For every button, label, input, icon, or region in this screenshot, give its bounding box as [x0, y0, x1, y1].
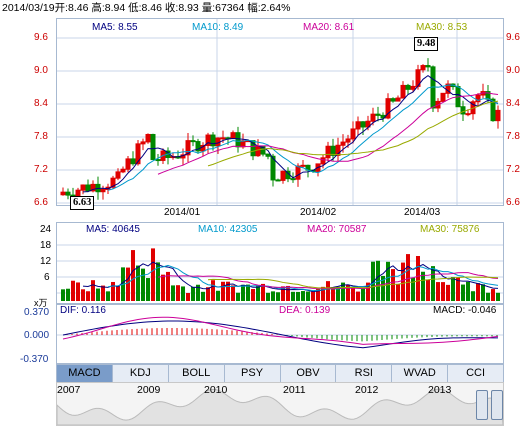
range-handle-left[interactable]	[476, 390, 488, 420]
volume-ma5-label: MA5: 40645	[86, 224, 140, 235]
date-label: 2014/03	[404, 207, 441, 218]
price-tick-left: 7.2	[34, 164, 48, 175]
volume-tick: 12	[40, 256, 52, 267]
overview-year: 2009	[137, 384, 161, 396]
price-tick-right: 8.4	[506, 98, 520, 109]
price-ma5-label: MA5: 8.55	[92, 22, 138, 33]
macd-dea-label: DEA: 0.139	[279, 305, 331, 316]
macd-tick: -0.370	[20, 354, 49, 365]
high-callout: 9.48	[414, 37, 439, 51]
price-tick-left: 6.6	[34, 197, 48, 208]
range-handle-right[interactable]	[491, 390, 503, 420]
date-label: 2014/02	[300, 207, 337, 218]
volume-ma20-label: MA20: 70587	[307, 224, 367, 235]
overview-year: 2012	[355, 384, 379, 396]
macd-tick: 0.370	[24, 307, 50, 318]
high-price: 8.94	[104, 2, 126, 14]
tab-wvad[interactable]: WVAD	[392, 365, 449, 382]
tab-macd[interactable]: MACD	[57, 365, 113, 382]
macd-chart[interactable]	[56, 304, 504, 364]
volume-tick: 18	[40, 240, 52, 251]
macd-dif-label: DIF: 0.116	[60, 305, 106, 316]
tab-rsi[interactable]: RSI	[336, 365, 393, 382]
price-tick-right: 7.2	[506, 164, 520, 175]
macd-value-label: MACD: -0.046	[433, 305, 497, 316]
volume-ma30-label: MA30: 75876	[420, 224, 480, 235]
macd-tick: 0.000	[24, 330, 50, 341]
price-tick-left: 8.4	[34, 98, 48, 109]
volume-value: 67364	[215, 2, 245, 14]
tab-psy[interactable]: PSY	[225, 365, 281, 382]
price-tick-right: 9.6	[506, 32, 520, 43]
date-label: 2014/01	[164, 207, 201, 218]
price-tick-left: 9.0	[34, 65, 48, 76]
volume-unit: x万	[34, 298, 48, 308]
tab-kdj[interactable]: KDJ	[113, 365, 169, 382]
quote-date: 2014/03/19	[2, 2, 55, 14]
price-ma10-label: MA10: 8.49	[192, 22, 244, 33]
price-tick-right: 9.0	[506, 65, 520, 76]
history-overview[interactable]	[56, 382, 504, 426]
macd-plot	[57, 316, 503, 349]
price-tick-right: 6.6	[506, 197, 520, 208]
low-price: 8.46	[141, 2, 162, 14]
tab-obv[interactable]: OBV	[281, 365, 337, 382]
volume-bars	[57, 244, 503, 301]
volume-tick: 6	[44, 272, 50, 283]
overview-year: 2011	[283, 384, 306, 396]
price-tick-right: 7.8	[506, 131, 520, 142]
overview-year: 2007	[57, 384, 81, 396]
change-value: 2.64%	[260, 2, 291, 14]
volume-ma10-label: MA10: 42305	[198, 224, 258, 235]
price-ma20-label: MA20: 8.61	[303, 22, 355, 33]
indicator-tabs: MACD KDJ BOLL PSY OBV RSI WVAD CCI	[56, 364, 504, 383]
tab-cci[interactable]: CCI	[466, 367, 486, 379]
overview-year: 2010	[204, 384, 228, 396]
volume-tick: 24	[40, 224, 52, 235]
overview-area	[57, 388, 503, 425]
tab-boll[interactable]: BOLL	[169, 365, 225, 382]
price-tick-left: 9.6	[34, 32, 48, 43]
close-price: 8.93	[178, 2, 199, 14]
low-callout: 6.63	[70, 196, 95, 210]
volume-chart[interactable]	[56, 222, 504, 304]
open-price: 8.46	[67, 2, 89, 14]
overview-year: 2013	[428, 384, 452, 396]
price-tick-left: 7.8	[34, 131, 48, 142]
price-ma30-label: MA30: 8.53	[416, 22, 468, 33]
quote-summary: 2014/03/19开:8.46 高:8.94 低:8.46 收:8.93 量:…	[2, 2, 291, 14]
